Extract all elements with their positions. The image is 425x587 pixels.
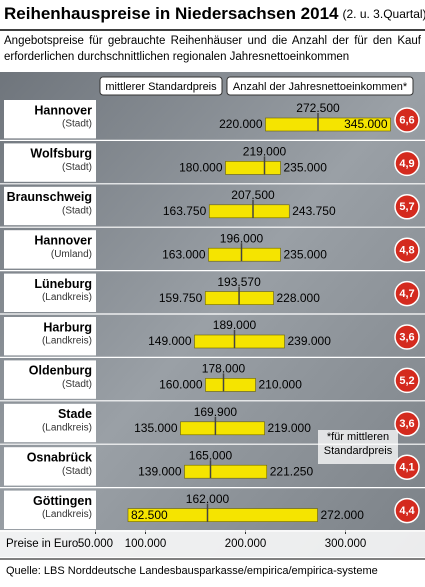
income-label: 6,6 bbox=[399, 114, 414, 126]
category-sublabel: (Stadt) bbox=[62, 119, 92, 130]
category-sublabel: (Umland) bbox=[51, 249, 92, 260]
max-label: 235.000 bbox=[284, 161, 328, 175]
category-label: Oldenburg bbox=[29, 364, 92, 378]
max-label: 228.000 bbox=[277, 291, 321, 305]
category-sublabel: (Stadt) bbox=[62, 379, 92, 390]
x-tick-label: 50.000 bbox=[78, 538, 113, 550]
income-label: 4,4 bbox=[399, 505, 415, 517]
category-label: Stade bbox=[58, 407, 92, 421]
max-label: 219.000 bbox=[268, 421, 312, 435]
min-label: 163.000 bbox=[162, 247, 206, 261]
median-label: 272.500 bbox=[296, 101, 340, 115]
subtitle-box: Angebotspreise für gebrauchte Reihenhäus… bbox=[4, 33, 421, 69]
min-label: 139.000 bbox=[138, 464, 182, 478]
source: Quelle: LBS Norddeutsche Landesbausparka… bbox=[6, 565, 378, 577]
category-label: Harburg bbox=[43, 320, 92, 334]
median-label: 207.500 bbox=[231, 188, 275, 202]
min-label: 149.000 bbox=[148, 334, 192, 348]
income-label: 3,6 bbox=[399, 418, 414, 430]
range-bar-low bbox=[205, 292, 239, 305]
footnote-wrap: *für mittleren Standardpreis bbox=[318, 430, 398, 464]
range-bar-low bbox=[195, 335, 235, 348]
max-label: 239.000 bbox=[288, 334, 332, 348]
income-label: 4,7 bbox=[399, 288, 414, 300]
income-label: 3,6 bbox=[399, 331, 414, 343]
category-sublabel: (Landkreis) bbox=[42, 509, 92, 520]
range-bar-high bbox=[265, 161, 281, 174]
x-tick-label: 300.000 bbox=[325, 538, 367, 550]
range-bar-low bbox=[185, 465, 211, 478]
min-label: 220.000 bbox=[219, 117, 263, 131]
chart-title: Reihenhauspreise in Niedersachsen 2014 (2… bbox=[4, 4, 425, 23]
income-label: 4,1 bbox=[399, 462, 414, 474]
range-bar-high bbox=[211, 465, 267, 478]
category-sublabel: (Landkreis) bbox=[42, 422, 92, 433]
x-tick-label: 100.000 bbox=[125, 538, 167, 550]
category-label: Lüneburg bbox=[34, 277, 92, 291]
category-label: Hannover bbox=[34, 103, 92, 117]
category-label: Hannover bbox=[34, 233, 92, 247]
range-bar-low bbox=[209, 248, 242, 261]
median-label: 178.000 bbox=[202, 362, 246, 376]
range-bar-high bbox=[215, 422, 264, 435]
title-note: (2. u. 3.Quartal) bbox=[343, 7, 425, 21]
median-label: 189.000 bbox=[213, 318, 257, 332]
category-sublabel: (Stadt) bbox=[62, 162, 92, 173]
category-sublabel: (Landkreis) bbox=[42, 292, 92, 303]
legend-label: Anzahl der Jahresnettoeinkommen* bbox=[233, 81, 408, 93]
category-sublabel: (Landkreis) bbox=[42, 336, 92, 347]
range-bar-low bbox=[226, 161, 265, 174]
title-text: Reihenhauspreise in Niedersachsen 2014 bbox=[4, 4, 339, 23]
min-label: 160.000 bbox=[159, 378, 203, 392]
x-tick-label: 200.000 bbox=[225, 538, 267, 550]
median-label: 169.900 bbox=[194, 405, 238, 419]
x-axis-label: Preise in Euro bbox=[6, 538, 78, 550]
income-label: 4,9 bbox=[399, 158, 414, 170]
range-bar-low bbox=[209, 205, 253, 218]
median-label: 193.570 bbox=[217, 275, 261, 289]
range-bar-low bbox=[181, 422, 216, 435]
min-label: 180.000 bbox=[179, 161, 223, 175]
max-label: 210.000 bbox=[259, 378, 303, 392]
range-bar-high bbox=[235, 335, 285, 348]
category-sublabel: (Stadt) bbox=[62, 466, 92, 477]
category-label: Wolfsburg bbox=[30, 147, 92, 161]
range-bar-high bbox=[253, 205, 289, 218]
min-label: 163.750 bbox=[163, 204, 207, 218]
median-label: 219.000 bbox=[243, 145, 287, 159]
range-bar-high bbox=[208, 509, 318, 522]
category-label: Osnabrück bbox=[27, 450, 92, 464]
subtitle: Angebotspreise für gebrauchte Reihenhäus… bbox=[4, 33, 421, 65]
range-bar-low bbox=[206, 378, 224, 391]
median-label: 162.000 bbox=[186, 492, 230, 506]
max-label: 221.250 bbox=[270, 464, 314, 478]
median-label: 165.000 bbox=[189, 448, 233, 462]
range-bar-high bbox=[239, 292, 273, 305]
category-sublabel: (Stadt) bbox=[62, 205, 92, 216]
income-label: 5,7 bbox=[399, 201, 414, 213]
category-label: Braunschweig bbox=[7, 190, 92, 204]
income-label: 4,8 bbox=[399, 245, 414, 257]
category-label: Göttingen bbox=[33, 494, 92, 508]
max-label: 272.000 bbox=[321, 508, 365, 522]
range-bar-high bbox=[224, 378, 256, 391]
max-label: 235.000 bbox=[284, 247, 328, 261]
range-bar-low bbox=[266, 118, 319, 131]
min-label: 82.500 bbox=[131, 508, 168, 522]
min-label: 135.000 bbox=[134, 421, 178, 435]
income-label: 5,2 bbox=[399, 375, 414, 387]
legend-label: mittlerer Standardpreis bbox=[105, 81, 217, 93]
max-label: 345.000 bbox=[344, 117, 388, 131]
min-label: 159.750 bbox=[159, 291, 203, 305]
max-label: 243.750 bbox=[292, 204, 336, 218]
range-bar-high bbox=[242, 248, 281, 261]
median-label: 196.000 bbox=[220, 231, 264, 245]
